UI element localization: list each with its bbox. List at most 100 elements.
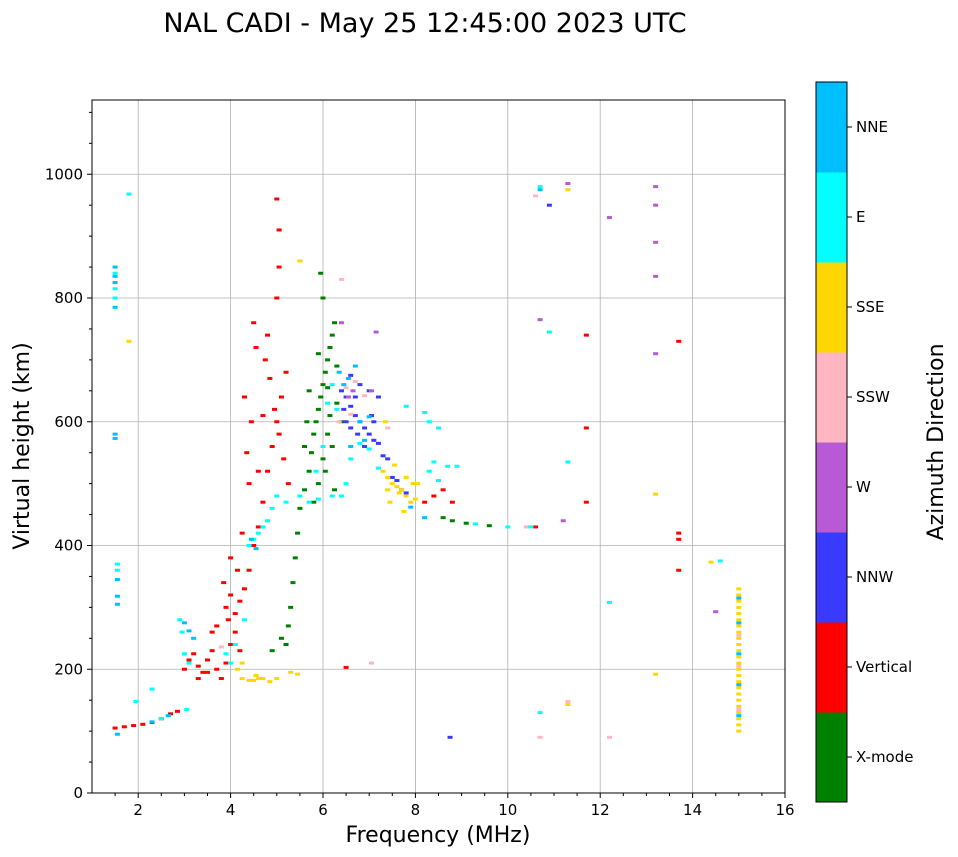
data-point-e <box>366 447 372 451</box>
data-point-nne <box>422 516 428 520</box>
data-point-w <box>345 395 351 399</box>
data-point-vertical <box>449 500 455 504</box>
data-point-ssw <box>362 394 368 398</box>
data-point-nnw <box>348 404 354 408</box>
data-point-sse <box>653 672 659 676</box>
data-point-x-mode <box>278 636 284 640</box>
y-tick-label: 200 <box>54 660 83 678</box>
data-point-nne <box>736 596 742 600</box>
data-point-sse <box>255 677 261 681</box>
data-point-vertical <box>255 525 261 529</box>
data-point-vertical <box>422 500 428 504</box>
data-point-vertical <box>209 649 215 653</box>
data-point-e <box>181 652 187 656</box>
data-point-vertical <box>274 420 280 424</box>
data-point-nnw <box>348 426 354 430</box>
data-point-vertical <box>241 587 247 591</box>
data-point-x-mode <box>325 358 331 362</box>
chart-title: NAL CADI - May 25 12:45:00 2023 UTC <box>163 8 686 39</box>
data-point-vertical <box>251 321 257 325</box>
data-point-e <box>445 464 451 468</box>
data-point-ssw <box>369 661 375 665</box>
data-point-e <box>320 445 326 448</box>
data-point-e <box>329 494 335 498</box>
x-tick-label: 8 <box>411 801 421 819</box>
data-point-x-mode <box>449 519 455 523</box>
data-point-nne <box>352 364 358 368</box>
data-point-x-mode <box>322 469 328 473</box>
data-point-x-mode <box>322 370 328 374</box>
data-point-x-mode <box>332 321 338 325</box>
data-point-nne <box>149 720 155 724</box>
data-point-sse <box>385 488 391 492</box>
data-point-sse <box>653 492 659 496</box>
data-point-w <box>537 318 543 322</box>
data-point-vertical <box>195 677 201 681</box>
x-tick-label: 12 <box>591 801 610 819</box>
data-point-e <box>184 707 190 711</box>
data-point-sse <box>235 667 241 671</box>
data-point-vertical <box>269 445 275 448</box>
data-point-e <box>537 185 543 189</box>
data-point-nne <box>362 438 368 442</box>
data-point-sse <box>251 678 257 682</box>
data-points <box>112 182 742 739</box>
data-point-vertical <box>221 581 227 585</box>
data-point-w <box>606 216 612 220</box>
data-point-e <box>426 420 432 424</box>
x-tick-label: 16 <box>775 801 794 819</box>
data-point-e <box>565 460 571 464</box>
colorbar-tick-label: SSE <box>856 298 885 316</box>
data-point-nnw <box>447 735 453 739</box>
data-point-x-mode <box>285 624 291 628</box>
x-axis-label: Frequency (MHz) <box>346 823 531 848</box>
data-point-x-mode <box>320 383 326 387</box>
colorbar-tick-label: W <box>856 478 871 496</box>
data-point-sse <box>403 494 409 498</box>
data-point-vertical <box>205 658 210 662</box>
data-point-nne <box>112 436 118 440</box>
data-point-x-mode <box>325 386 331 390</box>
data-point-vertical <box>205 670 210 674</box>
data-point-x-mode <box>290 581 296 585</box>
data-point-vertical <box>237 649 243 653</box>
data-point-vertical <box>276 228 282 232</box>
data-point-nne <box>112 265 118 269</box>
data-point-nnw <box>352 414 358 418</box>
data-point-w <box>653 185 659 189</box>
data-point-x-mode <box>292 556 298 560</box>
data-point-x-mode <box>315 352 321 356</box>
data-point-w <box>713 610 719 614</box>
data-point-nnw <box>375 395 381 399</box>
data-point-nnw <box>355 432 361 436</box>
data-point-x-mode <box>311 432 317 436</box>
data-point-nnw <box>362 445 368 448</box>
data-point-w <box>350 389 356 393</box>
data-point-x-mode <box>440 516 446 520</box>
data-point-e <box>179 630 185 634</box>
data-point-e <box>431 460 437 464</box>
colorbar: X-mode Vertical NNW W SSW SSE E NNE <box>815 81 913 803</box>
data-point-e <box>472 522 478 526</box>
colorbar-swatch <box>816 532 847 623</box>
data-point-ssw <box>343 386 349 390</box>
data-point-vertical <box>239 531 245 535</box>
data-point-ssw <box>533 194 539 198</box>
plot-background <box>92 100 785 793</box>
data-point-sse <box>387 500 393 504</box>
data-point-nnw <box>348 373 354 377</box>
data-point-sse <box>297 259 303 263</box>
data-point-vertical <box>281 457 287 461</box>
data-point-e <box>436 426 441 430</box>
data-point-w <box>338 321 344 325</box>
x-tick-label: 2 <box>133 801 143 819</box>
data-point-vertical <box>248 420 254 424</box>
data-point-x-mode <box>318 271 324 275</box>
x-tick-label: 4 <box>226 801 236 819</box>
data-point-x-mode <box>334 401 340 405</box>
data-point-nne <box>186 629 192 633</box>
data-point-vertical <box>228 643 234 646</box>
data-point-nnw <box>338 389 344 393</box>
data-point-sse <box>412 497 418 501</box>
x-tick-label: 10 <box>498 801 517 819</box>
